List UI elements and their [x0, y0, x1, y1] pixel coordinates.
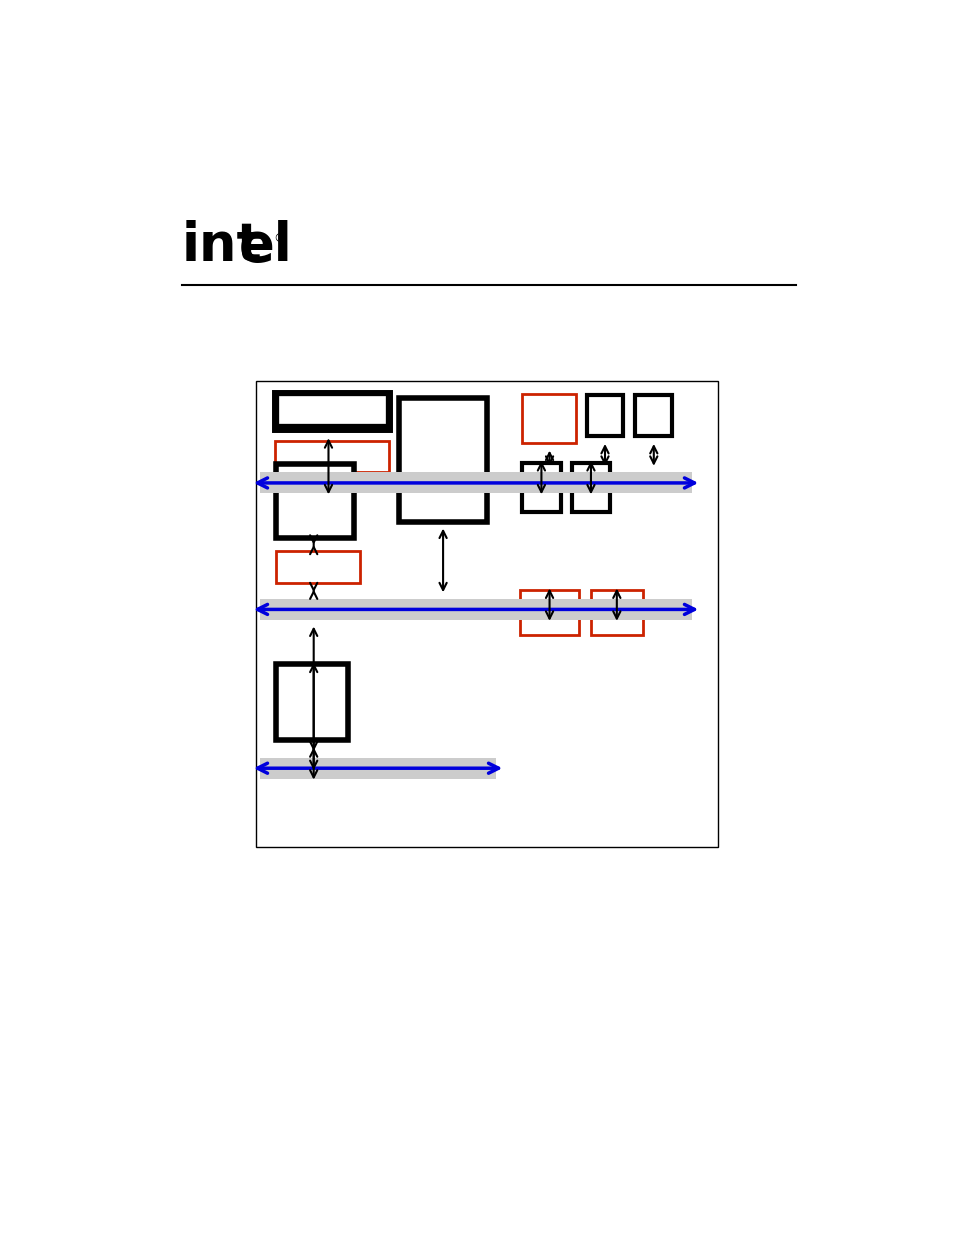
Bar [259, 473, 692, 494]
Bar [571, 463, 610, 513]
Bar [519, 590, 578, 635]
Bar [255, 382, 718, 847]
Bar [259, 758, 496, 779]
Bar [521, 463, 560, 513]
Text: int: int [182, 220, 263, 272]
Bar [278, 396, 384, 424]
Text: ®: ® [273, 232, 285, 245]
Bar [521, 394, 576, 443]
Bar [590, 590, 642, 635]
Bar [586, 395, 623, 436]
Bar [274, 393, 389, 429]
Bar [635, 395, 672, 436]
Bar [259, 599, 692, 620]
Bar [275, 464, 354, 538]
Text: el: el [238, 220, 292, 272]
Bar [275, 551, 359, 583]
Bar [274, 441, 389, 472]
Bar [275, 663, 347, 740]
Bar [398, 399, 487, 522]
